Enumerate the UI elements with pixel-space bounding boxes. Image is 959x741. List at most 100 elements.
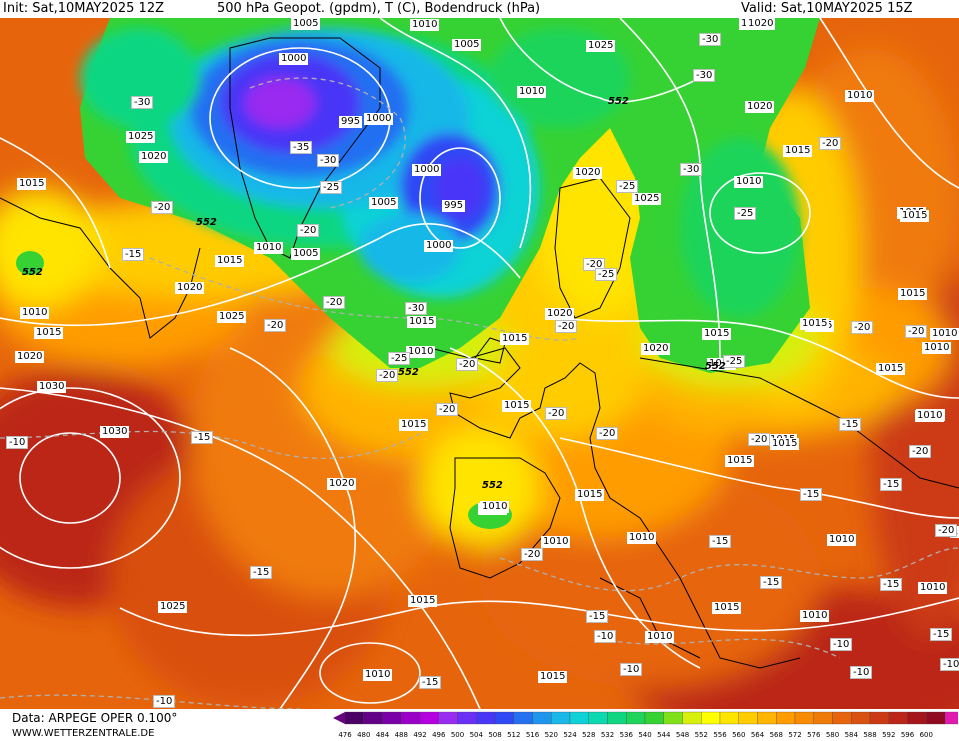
isobar-label: 1015: [538, 671, 568, 683]
temperature-label: -10: [830, 638, 853, 651]
colorbar-tick-label: 536: [619, 731, 633, 739]
temperature-label: -20: [323, 296, 346, 309]
temperature-label: -15: [250, 566, 273, 579]
temperature-label: -20: [819, 137, 842, 150]
temperature-label: -20: [264, 319, 287, 332]
colorbar-tick-label: 500: [450, 731, 465, 739]
isobar-label: 1015: [502, 400, 532, 412]
colorbar-tick-label: 504: [469, 731, 483, 739]
temperature-label: -10: [850, 666, 873, 679]
colorbar-tick-label: 576: [807, 731, 821, 739]
isobar-label: 995: [442, 200, 466, 212]
isobar-label: 1010: [915, 410, 945, 422]
colorbar-swatch: [476, 711, 496, 725]
colorbar-tick-label: 476: [338, 731, 352, 739]
colorbar-swatch: [532, 711, 552, 725]
isobar-label: 1000: [279, 53, 309, 65]
isobar-label: 1015: [702, 328, 732, 340]
isobar-label: 1010: [627, 532, 657, 544]
temperature-label: -15: [930, 628, 953, 641]
isobar-label: 1000: [424, 240, 454, 252]
temperature-label: -25: [616, 180, 639, 193]
temperature-label: -15: [800, 488, 823, 501]
temperature-label: -30: [693, 69, 716, 82]
temperature-label: -15: [880, 578, 903, 591]
colorbar-swatch: [888, 711, 908, 725]
geopot-552-label: 552: [22, 267, 43, 278]
isobar-label: 1025: [217, 311, 247, 323]
isobar-label: 1015: [575, 489, 605, 501]
colorbar-swatch: [813, 711, 833, 725]
colorbar-tick-label: 524: [563, 731, 577, 739]
temperature-label: -20: [151, 201, 174, 214]
isobar-label: 1020: [746, 18, 776, 30]
colorbar-tick-label: 532: [600, 731, 615, 739]
geopot-552-label: 552: [196, 217, 217, 228]
isobar-label: 1010: [517, 86, 547, 98]
colorbar-swatch: [626, 711, 646, 725]
temperature-label: -30: [680, 163, 703, 176]
temperature-label: -20: [436, 403, 459, 416]
isobar-label: 1010: [406, 346, 436, 358]
temperature-label: -20: [376, 369, 399, 382]
isobar-label: 1010: [827, 534, 857, 546]
colorbar-swatch: [382, 711, 402, 725]
isobar-label: 1015: [408, 595, 438, 607]
isobar-label: 1005: [369, 197, 399, 209]
isobar-label: 1025: [632, 193, 662, 205]
temperature-label: -20: [297, 224, 320, 237]
colorbar-tick-label: 580: [825, 731, 840, 739]
colorbar-swatch: [588, 711, 608, 725]
colorbar-swatch: [776, 711, 796, 725]
temperature-label: -15: [880, 478, 903, 491]
temperature-label: -30: [405, 302, 428, 315]
colorbar-tick-label: 480: [357, 731, 371, 739]
isobar-label: 1005: [291, 18, 321, 30]
cutoff-low-west: [16, 251, 44, 275]
temperature-label: -10: [594, 630, 617, 643]
colorbar-swatch: [607, 711, 627, 725]
isobar-label: 1015: [17, 178, 47, 190]
colorbar-swatch: [663, 711, 683, 725]
isobar-label: 1020: [573, 167, 603, 179]
colorbar-swatch: [494, 711, 514, 725]
colorbar-right-arrow: [957, 717, 958, 719]
isobar-label: 1030: [37, 381, 67, 393]
isobar-label: 1010: [480, 501, 510, 513]
temperature-label: -25: [734, 207, 757, 220]
isobar-label: 1020: [175, 282, 205, 294]
colorbar-swatch: [438, 711, 458, 725]
map-canvas: [0, 17, 959, 741]
colorbar-tick-label: 492: [413, 731, 427, 739]
isobar-label: 1015: [876, 363, 906, 375]
temperature-label: -15: [709, 535, 732, 548]
isobar-label: 1000: [412, 164, 442, 176]
temperature-label: -15: [122, 248, 145, 261]
isobar-label: 1015: [770, 438, 800, 450]
colorbar: [333, 711, 958, 725]
isobar-label: 1015: [712, 602, 742, 614]
colorbar-tick-label: 568: [769, 731, 783, 739]
colorbar-swatch: [569, 711, 589, 725]
temperature-label: -20: [545, 407, 568, 420]
temperature-label: -20: [748, 433, 771, 446]
colorbar-tick-label: 552: [694, 731, 708, 739]
colorbar-swatch: [757, 711, 777, 725]
colorbar-tick-label: 508: [488, 731, 502, 739]
isobar-label: 1000: [364, 113, 394, 125]
colorbar-swatch: [851, 711, 871, 725]
temperature-label: -10: [153, 695, 176, 708]
isobar-label: 1010: [541, 536, 571, 548]
temperature-label: -25: [320, 181, 343, 194]
isobar-label: 995: [339, 116, 363, 128]
isobar-label: 1020: [15, 351, 45, 363]
isobar-label: 1010: [930, 328, 959, 340]
isobar-label: 1010: [734, 176, 764, 188]
colorbar-swatch: [926, 711, 946, 725]
temperature-label: -20: [909, 445, 932, 458]
temperature-label: -30: [317, 154, 340, 167]
temperature-label: -10: [620, 663, 643, 676]
colorbar-swatch: [832, 711, 852, 725]
colorbar-tick-label: 592: [882, 731, 896, 739]
colorbar-swatch: [738, 711, 758, 725]
